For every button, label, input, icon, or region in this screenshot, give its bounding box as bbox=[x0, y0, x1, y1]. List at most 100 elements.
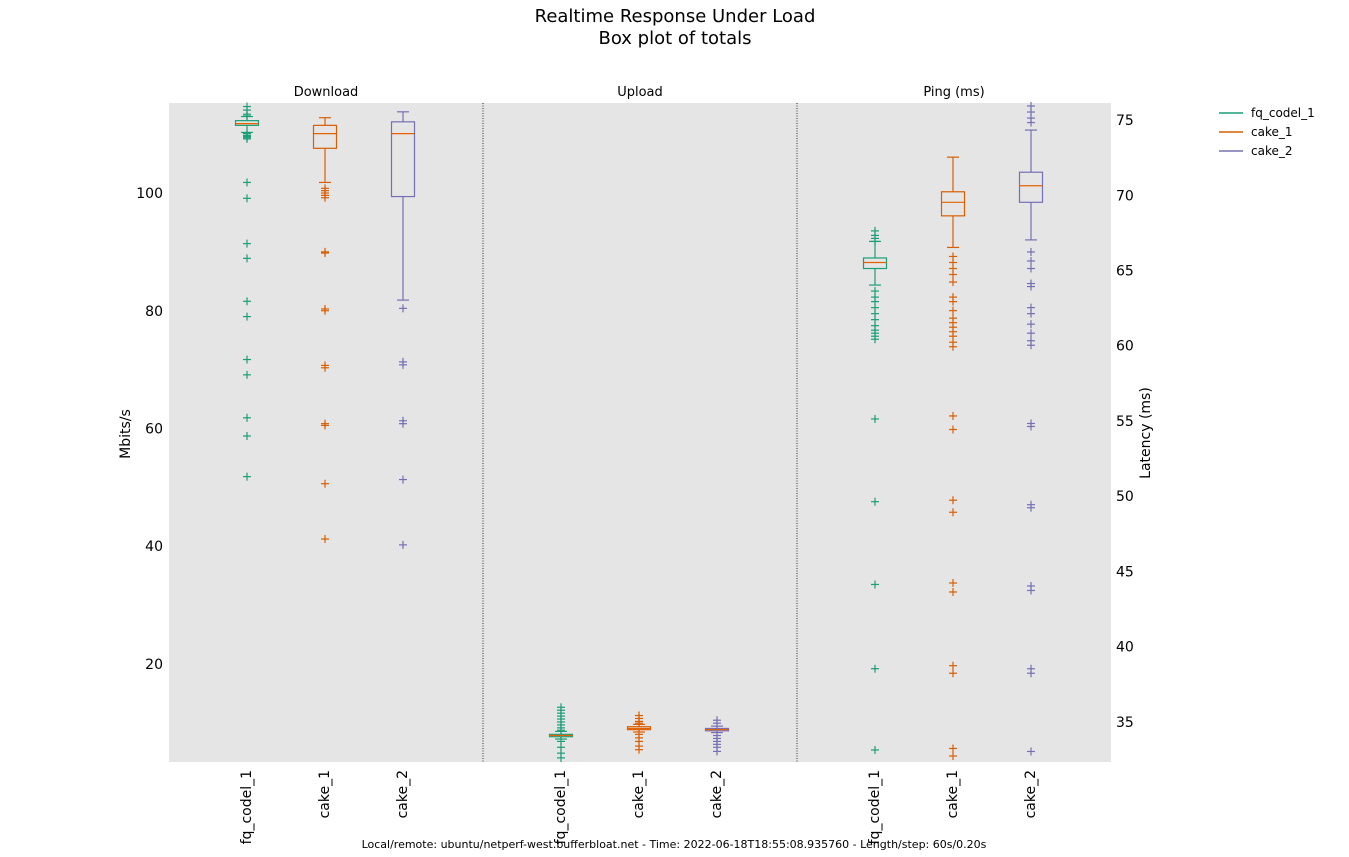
legend-label: cake_1 bbox=[1251, 125, 1293, 139]
legend: fq_codel_1 cake_1 cake_2 bbox=[1219, 106, 1315, 158]
y-tick-label: 40 bbox=[145, 539, 163, 555]
flier-point bbox=[949, 578, 957, 587]
flier-point bbox=[949, 508, 957, 517]
flier-point bbox=[1027, 669, 1035, 678]
left-axis-label: Mbits/s bbox=[118, 409, 134, 459]
right-y-axis: 35 40 45 50 55 60 65 70 75 bbox=[1116, 113, 1134, 731]
x-tick-label: fq_codel_1 bbox=[239, 770, 255, 844]
flier-point bbox=[1027, 329, 1035, 338]
flier-point bbox=[949, 342, 957, 351]
flier-point bbox=[243, 111, 251, 120]
box-cake_2 bbox=[704, 716, 730, 756]
x-tick-label: cake_1 bbox=[945, 770, 961, 818]
flier-point bbox=[399, 540, 407, 549]
flier-point bbox=[243, 472, 251, 481]
y2-tick-label: 45 bbox=[1116, 564, 1134, 580]
flier-point bbox=[871, 664, 879, 673]
x-tick-label: cake_2 bbox=[709, 770, 725, 818]
flier-point bbox=[243, 413, 251, 422]
flier-point bbox=[243, 355, 251, 364]
y2-tick-label: 40 bbox=[1116, 640, 1134, 656]
x-tick-label: cake_2 bbox=[1023, 770, 1039, 818]
box-iqr bbox=[1018, 171, 1044, 203]
flier-point bbox=[949, 496, 957, 505]
y2-tick-label: 70 bbox=[1116, 188, 1134, 204]
x-tick-label: fq_codel_1 bbox=[553, 770, 569, 844]
flier-point bbox=[399, 419, 407, 428]
flier-point bbox=[321, 363, 329, 372]
flier-point bbox=[871, 237, 879, 246]
box-iqr bbox=[312, 124, 338, 149]
panel-download: Download fq_codel_1 cake_1 cake_2 bbox=[169, 85, 483, 844]
flier-point bbox=[243, 432, 251, 441]
flier-point bbox=[949, 278, 957, 287]
flier-point bbox=[557, 726, 565, 735]
flier-point bbox=[321, 306, 329, 315]
flier-point bbox=[243, 370, 251, 379]
flier-point bbox=[871, 497, 879, 506]
flier-point bbox=[557, 753, 565, 762]
flier-point bbox=[321, 534, 329, 543]
panels-layer: Download fq_codel_1 cake_1 cake_2 Upload fq_c… bbox=[169, 85, 1111, 844]
y2-tick-label: 50 bbox=[1116, 489, 1134, 505]
box-cake_2 bbox=[390, 111, 416, 549]
flier-point bbox=[949, 744, 957, 753]
flier-point bbox=[1027, 256, 1035, 265]
box-iqr bbox=[390, 121, 416, 198]
x-tick-label: cake_2 bbox=[395, 770, 411, 818]
flier-point bbox=[949, 669, 957, 678]
flier-point bbox=[1027, 264, 1035, 273]
x-tick-label: cake_1 bbox=[631, 770, 647, 818]
y-tick-label: 60 bbox=[145, 422, 163, 438]
flier-point bbox=[399, 360, 407, 369]
flier-point bbox=[243, 194, 251, 203]
flier-point bbox=[243, 297, 251, 306]
flier-point bbox=[399, 304, 407, 313]
flier-point bbox=[871, 414, 879, 423]
flier-point bbox=[949, 661, 957, 670]
flier-point bbox=[1027, 282, 1035, 291]
flier-point bbox=[949, 425, 957, 434]
flier-point bbox=[1027, 586, 1035, 595]
panel-title: Upload bbox=[617, 85, 663, 100]
flier-point bbox=[1027, 503, 1035, 512]
y2-tick-label: 60 bbox=[1116, 339, 1134, 355]
box-fq_codel_1 bbox=[862, 226, 888, 754]
y2-tick-label: 35 bbox=[1116, 715, 1134, 731]
flier-point bbox=[949, 411, 957, 420]
box-fq_codel_1 bbox=[234, 102, 260, 481]
flier-point bbox=[949, 270, 957, 279]
panel-title: Download bbox=[294, 85, 359, 100]
flier-point bbox=[243, 134, 251, 143]
flier-point bbox=[635, 719, 643, 728]
flier-point bbox=[871, 745, 879, 754]
box-cake_1 bbox=[312, 117, 338, 543]
box-cake_1 bbox=[626, 711, 652, 754]
flier-point bbox=[321, 249, 329, 258]
flier-point bbox=[399, 475, 407, 484]
box-cake_2 bbox=[1018, 102, 1044, 756]
flier-point bbox=[949, 587, 957, 596]
flier-point bbox=[949, 751, 957, 760]
panel-background bbox=[483, 103, 797, 762]
flier-point bbox=[713, 747, 721, 756]
chart-subtitle: Box plot of totals bbox=[598, 28, 751, 49]
chart-footer: Local/remote: ubuntu/netperf-west.buffer… bbox=[362, 838, 987, 851]
right-axis-label: Latency (ms) bbox=[1138, 387, 1154, 479]
flier-point bbox=[1027, 320, 1035, 329]
flier-point bbox=[1027, 247, 1035, 256]
box-iqr bbox=[940, 191, 966, 217]
y-tick-label: 80 bbox=[145, 304, 163, 320]
flier-point bbox=[1027, 118, 1035, 127]
flier-point bbox=[1027, 747, 1035, 756]
box-fq_codel_1 bbox=[548, 703, 574, 762]
flier-point bbox=[243, 178, 251, 187]
flier-point bbox=[243, 239, 251, 248]
flier-point bbox=[321, 193, 329, 202]
flier-point bbox=[1027, 341, 1035, 350]
panel-title: Ping (ms) bbox=[923, 85, 984, 100]
panel-background bbox=[169, 103, 483, 762]
flier-point bbox=[1027, 422, 1035, 431]
panel-ping-ms: Ping (ms) fq_codel_1 cake_1 cake_2 bbox=[796, 85, 1111, 844]
